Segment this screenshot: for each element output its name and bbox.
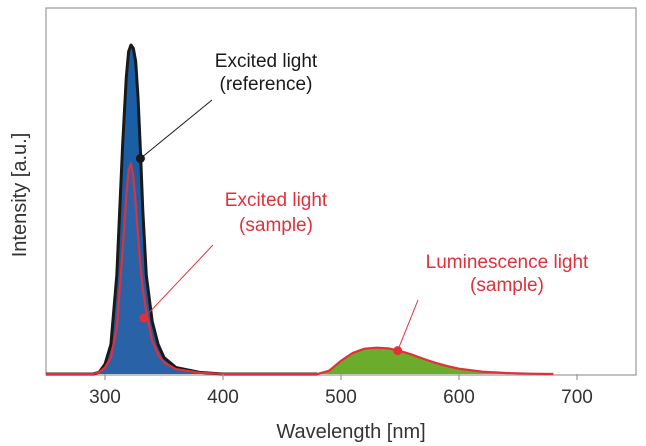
annotation-3-line-2: (sample) [470, 275, 544, 296]
annotation-2-leader [143, 244, 214, 319]
x-tick-label-400: 400 [207, 387, 239, 408]
annotation-2-line-2: (sample) [239, 215, 313, 236]
annotation-3-leader [397, 299, 419, 351]
x-tick-label-700: 700 [561, 387, 593, 408]
annotation-1-leader [140, 99, 213, 159]
annotation-1-line-2: (reference) [220, 74, 313, 95]
x-tick-label-300: 300 [89, 387, 121, 408]
x-tick-label-600: 600 [443, 387, 475, 408]
x-tick-label-500: 500 [325, 387, 357, 408]
annotation-1-line-1: Excited light [215, 51, 318, 72]
series-layer [46, 43, 554, 376]
annotation-3-dot [393, 346, 403, 356]
y-axis-label: Intensity [a.u.] [9, 133, 31, 258]
series-2-line [46, 162, 318, 376]
x-axis: 300 400 500 600 700 [89, 374, 593, 408]
series-1-line [46, 43, 318, 376]
annotation-layer: Excited light(reference)Excited light(sa… [135, 51, 589, 356]
x-axis-label: Wavelength [nm] [276, 421, 425, 443]
annotation-1-dot [135, 154, 145, 164]
series-3-area [317, 347, 554, 374]
series-3-line [317, 346, 554, 376]
annotation-3-line-1: Luminescence light [426, 252, 589, 273]
annotation-2-line-1: Excited light [225, 190, 328, 211]
annotation-2-dot [139, 313, 149, 323]
